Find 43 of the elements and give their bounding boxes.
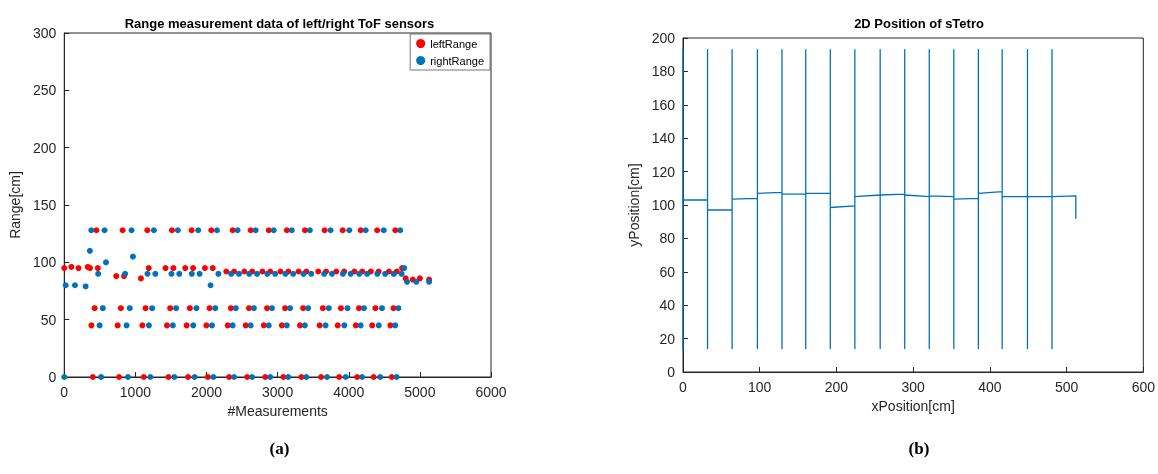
y-tick-label: 180 bbox=[651, 63, 676, 80]
x-tick-label: 100 bbox=[748, 379, 772, 395]
y-tick-label: 100 bbox=[32, 254, 57, 271]
x-tick-label: 0 bbox=[679, 379, 688, 395]
y-axis-title: yPosition[cm] bbox=[625, 163, 642, 247]
legend-label: rightRange bbox=[430, 54, 485, 67]
y-tick-label: 0 bbox=[667, 364, 676, 380]
x-tick-label: 200 bbox=[824, 379, 849, 395]
x-tick-label: 400 bbox=[978, 379, 1002, 395]
y-tick-label: 200 bbox=[32, 139, 57, 156]
x-tick-label: 6000 bbox=[475, 384, 507, 400]
y-tick-label: 20 bbox=[659, 330, 676, 347]
y-tick-label: 40 bbox=[659, 297, 676, 314]
chart-title: 2D Position of sTetro bbox=[854, 16, 984, 31]
x-tick-label: 600 bbox=[1131, 379, 1156, 395]
y-tick-label: 100 bbox=[651, 197, 676, 213]
x-axis-title: #Measurements bbox=[227, 402, 328, 419]
x-tick-label: 1000 bbox=[119, 384, 152, 400]
x-tick-label: 0 bbox=[60, 384, 69, 400]
x-tick-label: 3000 bbox=[262, 384, 294, 400]
x-axis-title: xPosition[cm] bbox=[871, 397, 955, 414]
y-tick-label: 0 bbox=[48, 369, 57, 385]
y-tick-label: 60 bbox=[659, 263, 676, 280]
y-tick-label: 120 bbox=[651, 163, 676, 180]
text: (a) bbox=[269, 439, 290, 458]
y-tick-label: 300 bbox=[32, 25, 57, 41]
line-series bbox=[682, 49, 1077, 350]
chart-title: Range measurement data of left/right ToF sensors bbox=[124, 16, 435, 31]
y-tick-label: 200 bbox=[651, 30, 676, 46]
y-tick-label: 150 bbox=[32, 197, 57, 213]
y-tick-label: 160 bbox=[651, 96, 676, 113]
y-tick-label: 140 bbox=[651, 130, 676, 147]
y-tick-label: 250 bbox=[32, 82, 57, 99]
x-tick-label: 300 bbox=[901, 379, 926, 395]
x-tick-label: 5000 bbox=[404, 384, 436, 400]
text: (b) bbox=[908, 439, 930, 458]
y-axis-title: Range[cm] bbox=[7, 171, 23, 239]
legend-label: leftRange bbox=[430, 37, 478, 50]
x-tick-label: 500 bbox=[1054, 379, 1079, 395]
x-tick-label: 2000 bbox=[190, 384, 223, 400]
y-tick-label: 50 bbox=[40, 311, 57, 328]
y-tick-label: 80 bbox=[659, 230, 676, 247]
x-tick-label: 4000 bbox=[333, 384, 365, 400]
